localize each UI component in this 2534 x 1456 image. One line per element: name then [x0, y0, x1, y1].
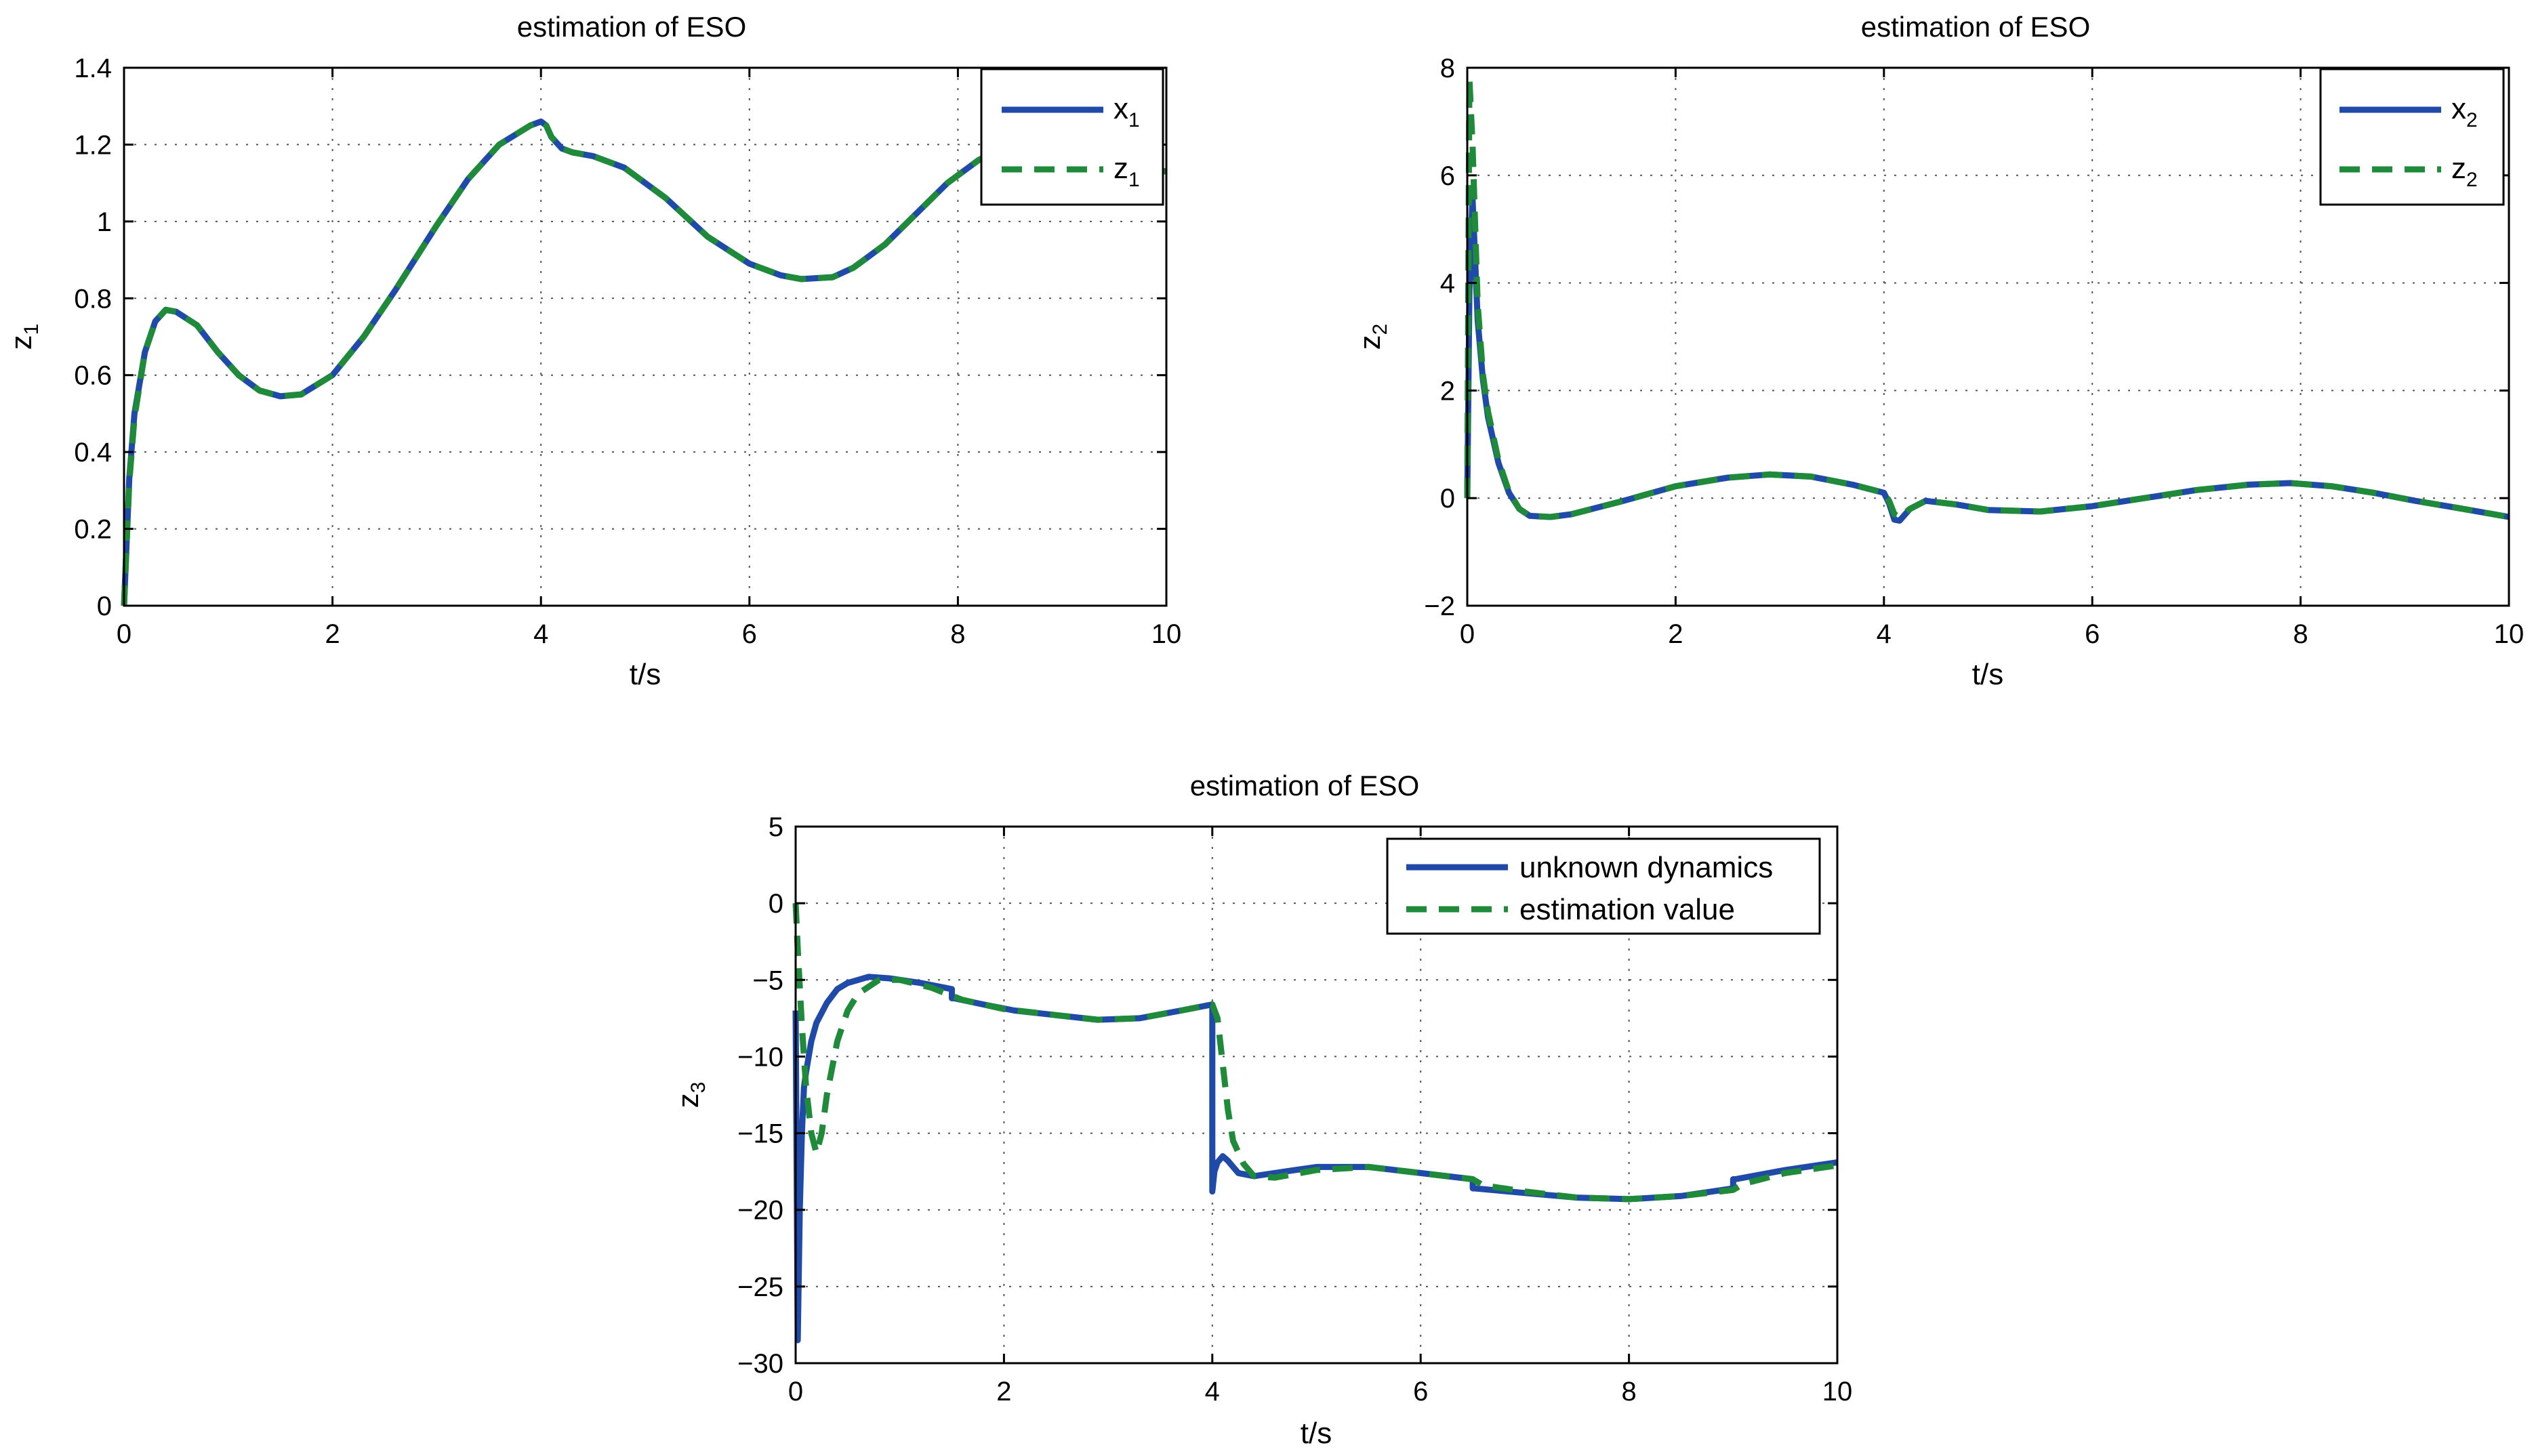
- y-tick-label: −25: [737, 1272, 783, 1302]
- y-tick-label: 2: [1440, 376, 1455, 406]
- x-tick-label: 8: [1621, 1377, 1636, 1407]
- y-axis-label: z3: [672, 1082, 710, 1108]
- x-axis-label: t/s: [630, 658, 661, 691]
- y-tick-label: 0: [769, 889, 783, 919]
- y-tick-label: 0.8: [74, 284, 112, 314]
- x-tick-label: 6: [2085, 619, 2100, 649]
- y-tick-label: 5: [769, 812, 783, 842]
- legend-label-z1: z1: [1113, 152, 1140, 191]
- plot-frame: [794, 825, 1839, 1365]
- y-tick-label: −15: [737, 1119, 783, 1149]
- x-tick-label: 10: [1822, 1377, 1853, 1407]
- y-tick-label: 0: [97, 591, 112, 621]
- y-tick-label: −30: [737, 1349, 783, 1379]
- grid-lines: [796, 827, 1837, 1363]
- tick-layer: 0 2 4 6 8 10 −30 −25 −20 −15 −10 −5 0 5: [737, 812, 1852, 1407]
- y-tick-label: 1: [97, 207, 112, 237]
- x-tick-label: 0: [1460, 619, 1475, 649]
- series-layer: [792, 902, 1838, 1344]
- legend-label-z2: z2: [2451, 152, 2478, 191]
- y-axis-label: z1: [5, 324, 43, 350]
- x-tick-label: 0: [117, 619, 131, 649]
- y-tick-label: 0.4: [74, 438, 112, 467]
- legend: unknown dynamics estimation value: [1386, 837, 1821, 935]
- y-tick-label: 1.2: [74, 130, 112, 160]
- series-layer: [1464, 75, 2510, 524]
- x-tick-label: 8: [2293, 619, 2308, 649]
- legend-label-estimation-value: estimation value: [1519, 893, 1735, 926]
- x-tick-label: 2: [1668, 619, 1683, 649]
- tick-layer: 0 2 4 6 8 10 0 0.2 0.4 0.6 0.8 1 1.2 1.4: [74, 54, 1181, 649]
- series-line-z1: [121, 118, 1167, 606]
- legend: x2 z2: [2319, 68, 2505, 206]
- legend-box: [1386, 837, 1821, 935]
- x-tick-label: 6: [742, 619, 757, 649]
- y-tick-label: 0.2: [74, 515, 112, 545]
- plot-frame: [1466, 66, 2510, 607]
- x-tick-label: 2: [325, 619, 340, 649]
- chart-panel-z1: estimation of ESO 0 2 4 6 8 10 0 0.2 0.4 0.6 0.8 1 1…: [5, 11, 1181, 691]
- y-tick-label: 0: [1440, 484, 1455, 514]
- y-tick-label: 4: [1440, 269, 1455, 299]
- x-tick-label: 6: [1413, 1377, 1428, 1407]
- series-layer: [121, 118, 1167, 606]
- legend: x1 z1: [980, 68, 1164, 206]
- x-tick-label: 4: [1205, 1377, 1220, 1407]
- y-tick-label: 6: [1440, 161, 1455, 191]
- legend-box: [980, 68, 1164, 206]
- legend-box: [2319, 68, 2505, 206]
- x-tick-label: 8: [950, 619, 965, 649]
- y-tick-label: 8: [1440, 54, 1455, 83]
- x-axis-label: t/s: [1972, 658, 2003, 691]
- legend-label-x2: x2: [2451, 92, 2478, 131]
- y-tick-label: 0.6: [74, 361, 112, 391]
- y-tick-label: −2: [1424, 591, 1455, 621]
- x-axis-label: t/s: [1301, 1417, 1332, 1450]
- legend-label-unknown-dynamics: unknown dynamics: [1519, 851, 1773, 884]
- grid-lines: [124, 68, 1166, 606]
- y-tick-label: −20: [737, 1196, 783, 1226]
- x-tick-label: 10: [2494, 619, 2525, 649]
- plot-frame: [123, 66, 1168, 607]
- series-line-x2: [1464, 194, 2510, 524]
- x-tick-label: 4: [533, 619, 548, 649]
- y-tick-label: −5: [752, 965, 783, 995]
- x-tick-label: 10: [1151, 619, 1182, 649]
- y-tick-label: −10: [737, 1042, 783, 1072]
- y-axis-label: z2: [1353, 324, 1391, 350]
- chart-title: estimation of ESO: [1861, 11, 2090, 43]
- x-tick-label: 0: [788, 1377, 803, 1407]
- chart-title: estimation of ESO: [517, 11, 746, 43]
- chart-panel-z3: estimation of ESO 0 2 4 6 8 10 −30 −25 −20 −15 −10…: [672, 770, 1852, 1450]
- series-line-estimation-value: [792, 902, 1838, 1203]
- legend-label-x1: x1: [1113, 92, 1140, 131]
- x-tick-label: 4: [1877, 619, 1892, 649]
- chart-title: estimation of ESO: [1190, 770, 1419, 802]
- x-tick-label: 2: [996, 1377, 1011, 1407]
- y-tick-label: 1.4: [74, 54, 112, 83]
